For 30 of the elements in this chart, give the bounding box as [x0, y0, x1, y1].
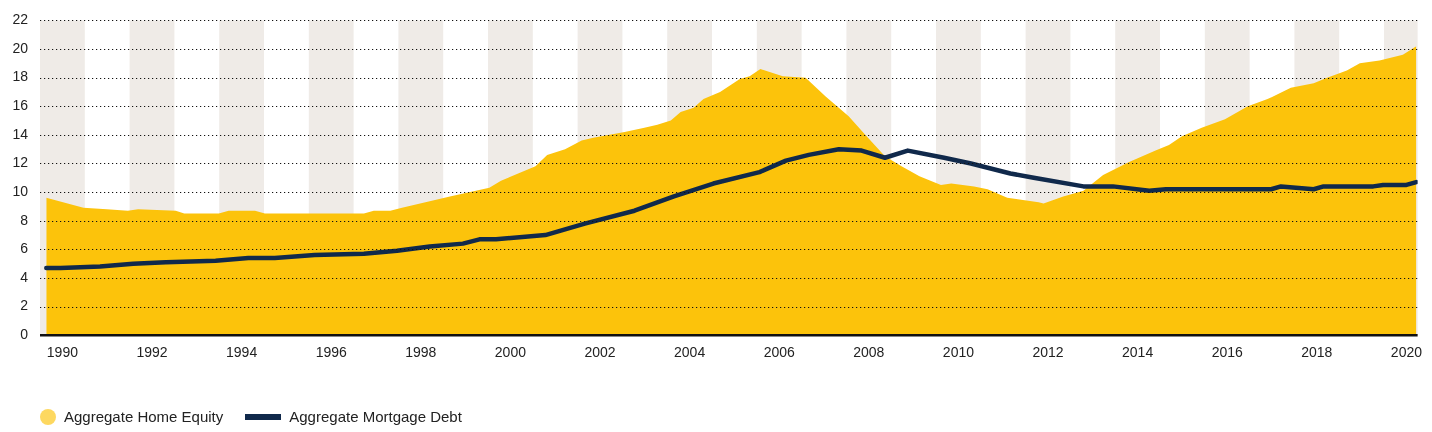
- legend-label: Aggregate Mortgage Debt: [289, 408, 462, 425]
- x-tick-label: 2020: [1390, 344, 1423, 361]
- y-tick-label: 16: [12, 97, 29, 114]
- x-tick-label: 2002: [584, 344, 616, 361]
- y-tick-label: 22: [12, 11, 29, 28]
- y-tick-label: 4: [20, 268, 29, 285]
- x-tick-label: 2006: [763, 344, 795, 361]
- legend-label: Aggregate Home Equity: [64, 408, 224, 425]
- x-tick-label: 1992: [136, 344, 168, 361]
- x-tick-label: 2016: [1211, 344, 1243, 361]
- y-tick-label: 8: [20, 211, 29, 228]
- y-tick-label: 18: [12, 68, 29, 85]
- x-tick-label: 2014: [1122, 344, 1154, 361]
- y-tick-label: 12: [12, 154, 29, 171]
- y-tick-label: 20: [12, 39, 29, 56]
- y-tick-label: 10: [12, 182, 29, 199]
- y-tick-label: 14: [12, 125, 29, 142]
- x-tick-label: 2012: [1032, 344, 1064, 361]
- x-tick-label: 2018: [1301, 344, 1333, 361]
- x-tick-label: 2004: [674, 344, 706, 361]
- x-tick-label: 2008: [853, 344, 885, 361]
- y-tick-label: 0: [20, 326, 29, 343]
- x-tick-label: 2010: [942, 344, 975, 361]
- x-tick-label: 2000: [494, 344, 527, 361]
- y-tick-label: 2: [20, 297, 29, 314]
- y-tick-label: 6: [20, 240, 29, 257]
- x-tick-label: 1998: [405, 344, 437, 361]
- x-tick-label: 1996: [315, 344, 347, 361]
- x-tick-label: 1994: [226, 344, 258, 361]
- x-tick-label: 1990: [46, 344, 79, 361]
